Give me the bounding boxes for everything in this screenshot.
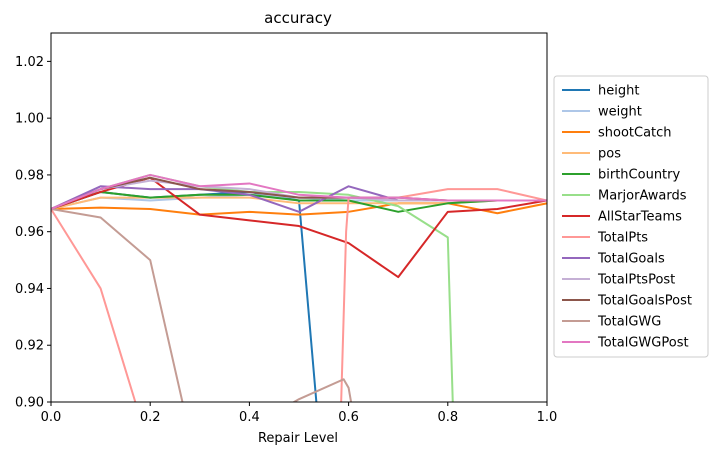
legend-label-TotalPtsPost: TotalPtsPost: [597, 273, 675, 288]
legend-label-pos: pos: [598, 147, 621, 162]
legend-label-TotalGWGPost: TotalGWGPost: [597, 336, 689, 351]
y-tick-label: 0.92: [15, 339, 44, 354]
y-tick-label: 1.02: [15, 55, 44, 70]
chart-title: accuracy: [264, 9, 332, 27]
x-tick-label: 0.6: [338, 410, 359, 425]
series-line-TotalGWGPost: [51, 173, 547, 211]
series-lines: [51, 173, 547, 402]
legend-label-TotalGoalsPost: TotalGoalsPost: [597, 294, 692, 309]
legend-label-height: height: [598, 84, 639, 99]
legend-label-weight: weight: [598, 105, 642, 120]
series-line-TotalGWG: [51, 207, 353, 402]
y-tick-label: 1.00: [15, 112, 44, 127]
axes-frame: [50, 32, 548, 403]
legend-box: [553, 75, 709, 358]
x-tick-label: 0.2: [140, 410, 161, 425]
y-tick-label: 0.98: [15, 168, 44, 183]
plot-area: 0.0 0.2 0.4 0.6 0.8 1.0 0.90 0.92 0.94 0.96 0.98 1.…: [15, 32, 558, 425]
x-axis-label: Repair Level: [258, 431, 338, 446]
legend-label-TotalGoals: TotalGoals: [597, 252, 665, 267]
legend-label-birthCountry: birthCountry: [598, 168, 680, 183]
x-tick-label: 0.0: [41, 410, 62, 425]
legend-label-AllStarTeams: AllStarTeams: [598, 210, 682, 225]
x-tick-label: 0.4: [239, 410, 260, 425]
y-tick-label: 0.90: [15, 396, 44, 411]
x-tick-label: 0.8: [437, 410, 458, 425]
series-line-MarjorAwards: [51, 173, 454, 402]
y-tick-label: 0.96: [15, 225, 44, 240]
x-tick-label: 1.0: [537, 410, 558, 425]
legend-label-shootCatch: shootCatch: [598, 126, 672, 141]
y-tick-label: 0.94: [15, 282, 44, 297]
legend-label-TotalPts: TotalPts: [597, 231, 648, 246]
series-line-birthCountry: [51, 190, 547, 213]
legend-label-MarjorAwards: MarjorAwards: [598, 189, 687, 204]
series-line-shootCatch: [51, 202, 547, 216]
legend-label-TotalGWG: TotalGWG: [597, 315, 661, 330]
legend: height weight shootCatch pos birthCountry Mar…: [553, 75, 709, 358]
series-line-TotalPts: [51, 188, 547, 402]
